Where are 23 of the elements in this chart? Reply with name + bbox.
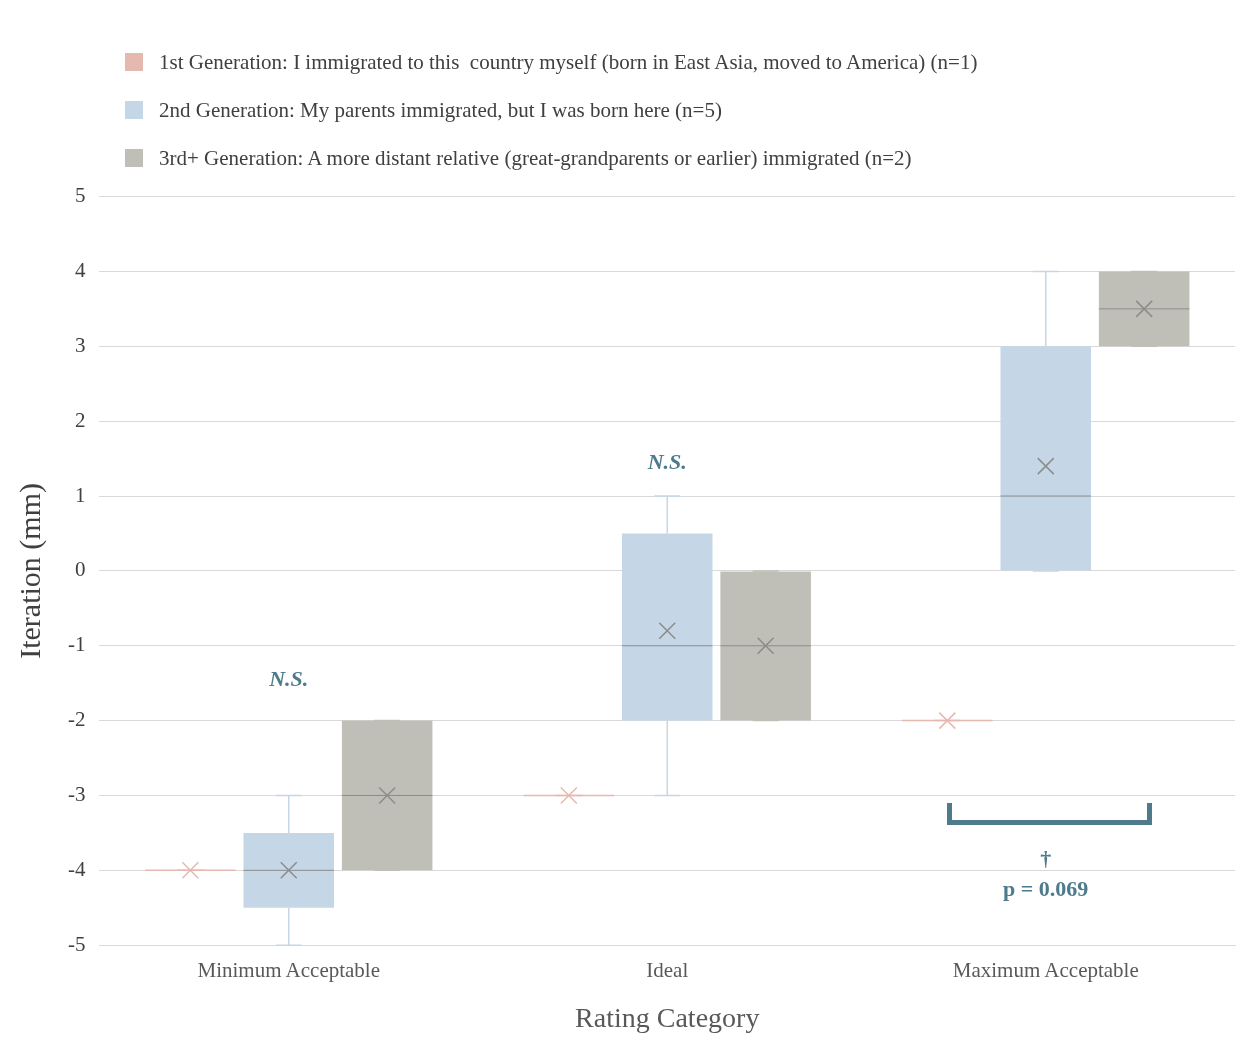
- annotation: †: [1040, 846, 1052, 873]
- legend-label: 3rd+ Generation: A more distant relative (great-grandparents or earlier) immigrated (n=2): [159, 145, 912, 171]
- y-tick-label: -1: [67, 632, 86, 657]
- annotation: N.S.: [269, 666, 309, 693]
- y-tick-label: 1: [74, 482, 86, 507]
- y-tick-label: 4: [74, 257, 86, 282]
- legend-label: 2nd Generation: My parents immigrated, but I was born here (n=5): [159, 97, 722, 123]
- legend-label: 1st Generation: I immigrated to this country myself (born in East Asia, moved to America) (n=1): [159, 49, 978, 75]
- y-tick-label: -5: [67, 931, 86, 956]
- y-tick-label: 0: [74, 557, 86, 582]
- y-tick-label: -2: [67, 707, 86, 732]
- x-tick-label: Maximum Acceptable: [952, 958, 1139, 983]
- y-tick-label: -4: [67, 856, 86, 881]
- x-tick-label: Minimum Acceptable: [197, 958, 381, 983]
- y-tick-label: 2: [74, 407, 86, 432]
- y-tick-label: -3: [67, 782, 86, 806]
- y-tick-label: 3: [74, 332, 86, 357]
- y-tick-label: 5: [74, 183, 86, 208]
- y-axis-title: Iteration (mm): [12, 483, 47, 659]
- annotation: N.S.: [647, 449, 687, 476]
- annotation: p = 0.069: [1003, 876, 1089, 903]
- x-tick-label: Ideal: [646, 958, 689, 983]
- x-axis-title: Rating Category: [575, 1001, 760, 1033]
